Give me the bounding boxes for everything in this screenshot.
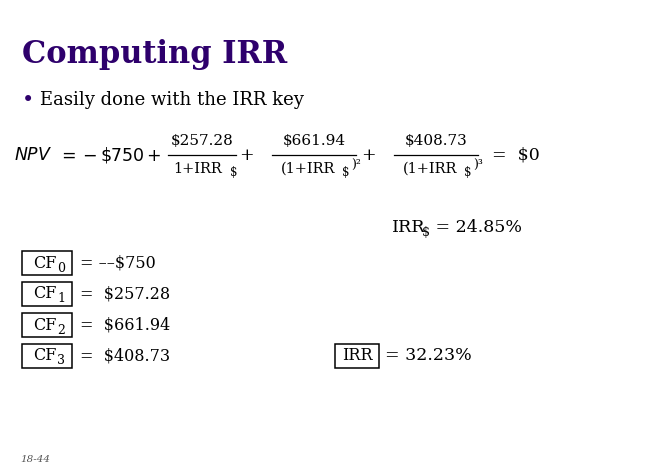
Text: (1+IRR: (1+IRR [281, 162, 335, 176]
Text: =  $257.28: = $257.28 [80, 285, 170, 302]
Text: = 24.85%: = 24.85% [430, 219, 522, 236]
Text: )²: )² [351, 159, 361, 171]
Text: 3: 3 [57, 354, 65, 367]
FancyBboxPatch shape [22, 313, 72, 337]
Text: +: + [361, 146, 375, 163]
Text: 0: 0 [57, 262, 65, 275]
Text: $661.94: $661.94 [283, 134, 345, 148]
Text: 18-44: 18-44 [20, 455, 50, 464]
FancyBboxPatch shape [22, 251, 72, 275]
FancyBboxPatch shape [335, 344, 379, 368]
Text: CF: CF [33, 348, 56, 365]
Text: = 32.23%: = 32.23% [385, 348, 472, 365]
Text: = ––$750: = ––$750 [80, 255, 156, 271]
Text: $: $ [422, 226, 430, 239]
Text: $257.28: $257.28 [170, 134, 233, 148]
Text: Easily done with the IRR key: Easily done with the IRR key [40, 91, 304, 109]
FancyBboxPatch shape [22, 282, 72, 306]
Text: CF: CF [33, 285, 56, 302]
Text: CF: CF [33, 316, 56, 334]
Text: $\mathit{NPV}$: $\mathit{NPV}$ [14, 146, 52, 163]
Text: $408.73: $408.73 [404, 134, 467, 148]
Text: IRR: IRR [392, 219, 426, 236]
Text: +: + [238, 146, 253, 163]
Text: CF: CF [33, 255, 56, 271]
Text: (1+IRR: (1+IRR [403, 162, 457, 176]
Text: $= -\$750 +$: $= -\$750 +$ [58, 145, 161, 165]
Text: IRR: IRR [341, 348, 373, 365]
Text: 1+IRR: 1+IRR [174, 162, 222, 176]
Text: •: • [22, 90, 34, 110]
Text: =  $408.73: = $408.73 [80, 348, 170, 365]
Text: Computing IRR: Computing IRR [22, 39, 287, 71]
Text: $: $ [342, 167, 349, 180]
Text: 2: 2 [57, 323, 65, 336]
Text: $: $ [464, 167, 472, 180]
Text: =  $0: = $0 [492, 146, 540, 163]
Text: 1: 1 [57, 292, 65, 306]
Text: =  $661.94: = $661.94 [80, 316, 170, 334]
FancyBboxPatch shape [22, 344, 72, 368]
Text: $: $ [230, 167, 238, 180]
Text: )³: )³ [473, 159, 483, 171]
